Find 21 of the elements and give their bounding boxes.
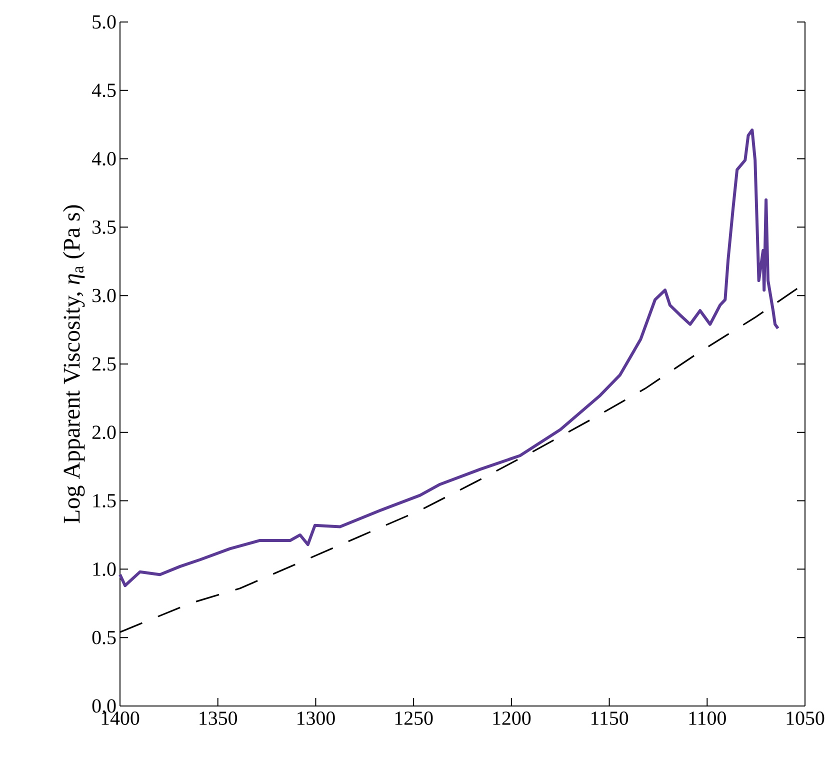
y-tick-label: 1.0 xyxy=(93,562,116,576)
y-tick-label: 4.5 xyxy=(92,84,116,98)
y-tick-label: 5.0 xyxy=(92,15,116,29)
x-tick-label: 1200 xyxy=(493,712,531,725)
y-tick-label: 2.5 xyxy=(92,357,116,371)
y-tick-label: 0.5 xyxy=(92,630,116,644)
y-axis-title: Log Apparent Viscosity, η$_{a}$ (Pa s) xyxy=(62,205,85,524)
y-tick-label: 3.5 xyxy=(92,220,116,234)
x-tick-label: 1350 xyxy=(200,712,238,725)
x-tick-label: 1250 xyxy=(395,712,433,725)
x-tick-label: 1300 xyxy=(298,712,335,725)
x-tick-label: 1150 xyxy=(591,712,628,725)
y-tick-label: 0.0 xyxy=(92,699,116,713)
x-tick-label: 1100 xyxy=(689,712,726,725)
y-tick-label: 3.0 xyxy=(92,288,116,302)
y-tick-label: 2.0 xyxy=(92,426,116,440)
y-tick-label: 1.5 xyxy=(93,494,116,508)
line-series xyxy=(118,128,780,588)
x-tick-label: 1050 xyxy=(786,712,824,725)
x-tick-label: 1400 xyxy=(102,712,140,725)
y-tick-label: 4.0 xyxy=(92,152,116,166)
